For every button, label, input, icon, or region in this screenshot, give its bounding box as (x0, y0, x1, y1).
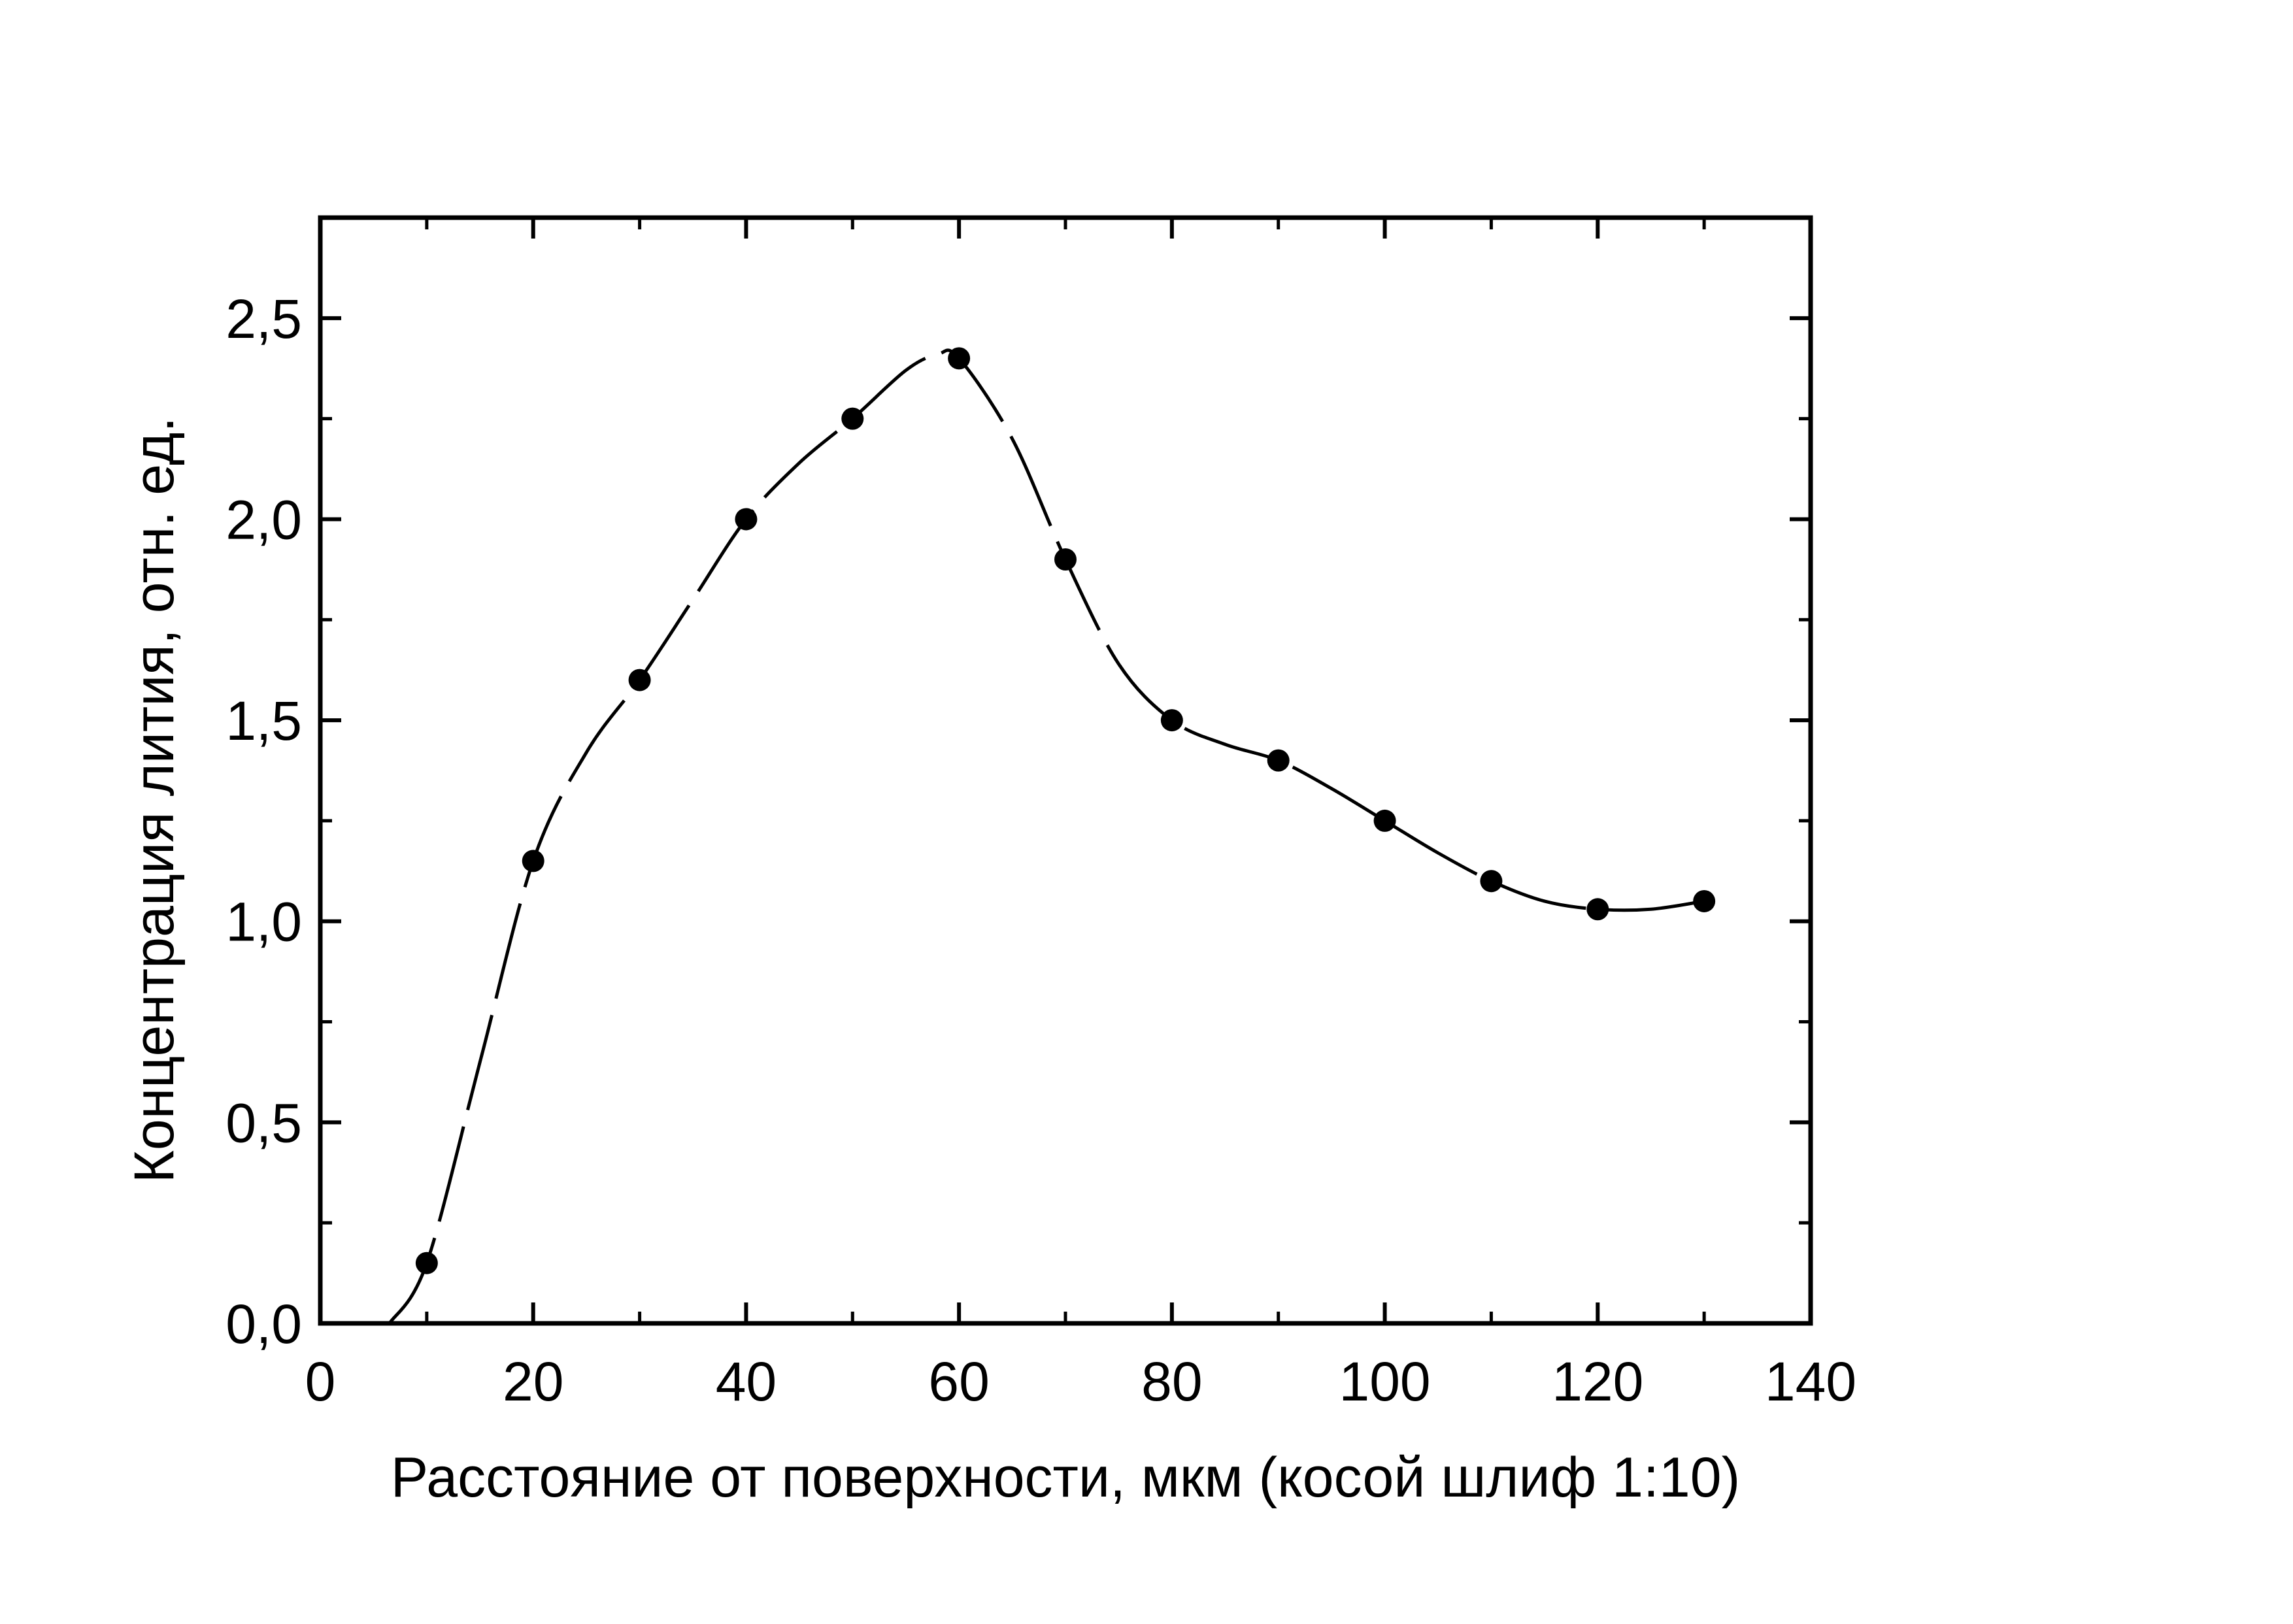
data-point (948, 347, 971, 370)
data-point (1267, 749, 1290, 772)
x-tick-label: 40 (716, 1351, 777, 1412)
data-point (841, 407, 864, 430)
y-tick-label: 2,5 (226, 288, 302, 350)
x-tick-label: 60 (928, 1351, 989, 1412)
data-point (522, 850, 544, 872)
y-tick-label: 0,5 (226, 1092, 302, 1153)
data-point (415, 1251, 438, 1274)
data-point (1693, 889, 1716, 912)
x-tick-label: 140 (1765, 1351, 1856, 1412)
data-point (735, 508, 758, 531)
y-tick-label: 2,0 (226, 489, 302, 550)
labels-layer: 0 20 40 60 80 100 120 140 0,0 0,5 1,0 1,5 2,0 2,5 (226, 288, 1856, 1412)
data-point (1480, 870, 1503, 893)
ticks-layer (318, 218, 1813, 1325)
x-tick-label: 120 (1552, 1351, 1643, 1412)
y-tick-label: 1,0 (226, 891, 302, 953)
x-tick-label: 80 (1141, 1351, 1202, 1412)
curve-layer (388, 348, 1705, 1325)
data-point (1586, 898, 1609, 921)
y-tick-label: 0,0 (226, 1293, 302, 1355)
data-point (1373, 809, 1396, 832)
y-axis-title: Концентрация лития, отн. ед. (123, 417, 186, 1183)
plot-frame (318, 215, 1813, 1326)
data-point (1054, 548, 1077, 571)
y-tick-label: 1,5 (226, 690, 302, 752)
data-point (1160, 709, 1183, 732)
points-layer (415, 347, 1716, 1274)
x-tick-label: 20 (503, 1351, 563, 1412)
x-axis-title: Расстояние от поверхности, мкм (косой шл… (391, 1446, 1740, 1509)
x-tick-label: 100 (1339, 1351, 1430, 1412)
data-point (628, 669, 651, 691)
fit-curve-line (388, 348, 1705, 1325)
x-tick-label: 0 (305, 1351, 336, 1412)
